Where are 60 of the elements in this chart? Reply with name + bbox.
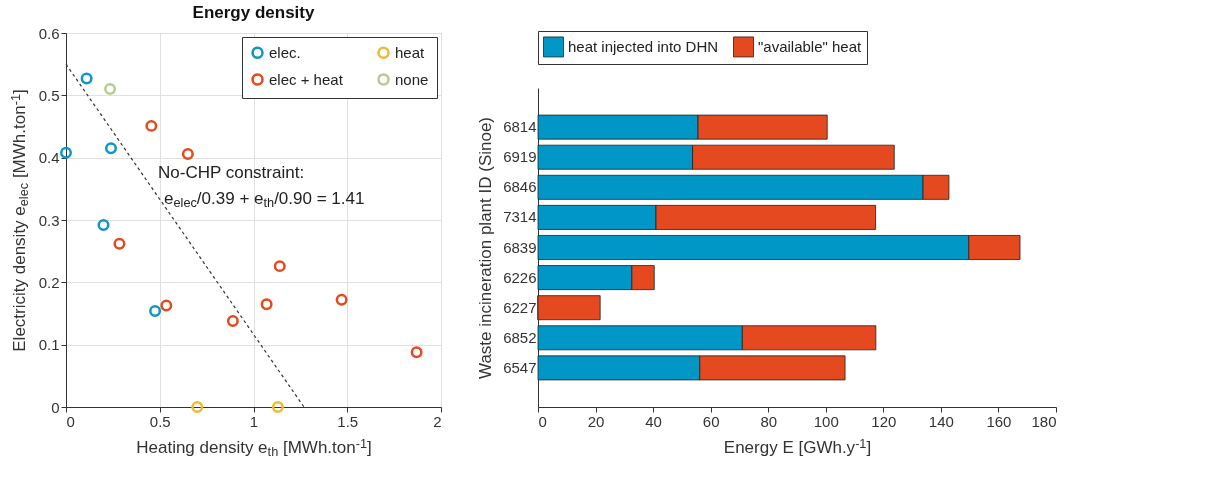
point — [181, 147, 194, 160]
y-tick-label: 6547 — [503, 358, 537, 376]
x-tick-label: 60 — [702, 412, 720, 430]
y-tick-label: 6227 — [503, 298, 537, 316]
legend-label: heat injected into DHN — [568, 37, 719, 55]
legend-label: none — [395, 70, 429, 88]
x-tick-label: 180 — [1031, 412, 1057, 430]
y-tick-label: 6839 — [503, 238, 537, 256]
chart-title: Energy density — [192, 3, 315, 22]
point — [149, 305, 162, 317]
x-tick-label: 1.5 — [337, 412, 359, 430]
x-tick-label: 1 — [249, 412, 259, 430]
legend-label: elec. — [269, 43, 301, 61]
point — [113, 237, 126, 250]
y-tick-label: 6814 — [503, 118, 537, 136]
y-tick-label: 6226 — [503, 268, 537, 286]
bar — [537, 295, 601, 321]
point — [104, 83, 117, 96]
x-tick-label: 120 — [871, 412, 897, 430]
legend-label: elec + heat — [269, 70, 344, 88]
x-axis-title: Heating density e$_{th}$ [MWh.ton$^{-1}$] — [136, 435, 372, 459]
point — [97, 219, 110, 231]
point — [226, 315, 239, 327]
y-axis-title: Waste incineration plant ID (Sinoe) — [476, 116, 496, 380]
y-tick-label: 0.5 — [38, 86, 60, 104]
x-tick-label: 0.5 — [149, 412, 171, 430]
x-tick-label: 0 — [66, 412, 75, 430]
point — [260, 298, 273, 311]
x-tick-label: 140 — [928, 412, 954, 430]
annotation: No-CHP constraint: — [158, 163, 305, 182]
x-axis-title: Energy E [GWh.y$^{-1}$] — [723, 435, 872, 457]
x-tick-label: 100 — [813, 412, 839, 430]
y-tick-label: 0 — [51, 398, 60, 416]
y-tick-label: 6919 — [503, 148, 537, 166]
point — [271, 401, 284, 413]
point — [105, 142, 117, 155]
x-tick-label: 40 — [645, 412, 662, 430]
x-tick-label: 2 — [433, 412, 442, 430]
y-tick-label: 6846 — [503, 178, 537, 196]
y-tick-label: 0.1 — [38, 336, 60, 354]
annotation: e$_{elec}$/0.39 + e$_{th}$/0.90 = 1.41 — [164, 189, 365, 211]
point — [335, 293, 348, 306]
x-tick-label: 160 — [986, 412, 1012, 430]
x-tick-label: 80 — [760, 412, 778, 430]
x-tick-label: 20 — [587, 412, 605, 430]
legend-label: "available" heat — [758, 37, 863, 55]
point — [410, 346, 423, 359]
y-tick-label: 6852 — [503, 328, 537, 346]
legend-label: heat — [395, 43, 426, 61]
y-tick-label: 0.2 — [38, 273, 60, 291]
point — [145, 119, 158, 132]
y-tick-label: 0.3 — [38, 211, 60, 229]
point — [191, 401, 204, 413]
y-tick-label: 7314 — [503, 208, 537, 226]
y-tick-label: 0.4 — [38, 149, 60, 167]
point — [80, 72, 93, 85]
y-tick-label: 0.6 — [38, 24, 60, 42]
point — [273, 260, 286, 273]
point — [160, 299, 173, 312]
point — [60, 146, 72, 159]
